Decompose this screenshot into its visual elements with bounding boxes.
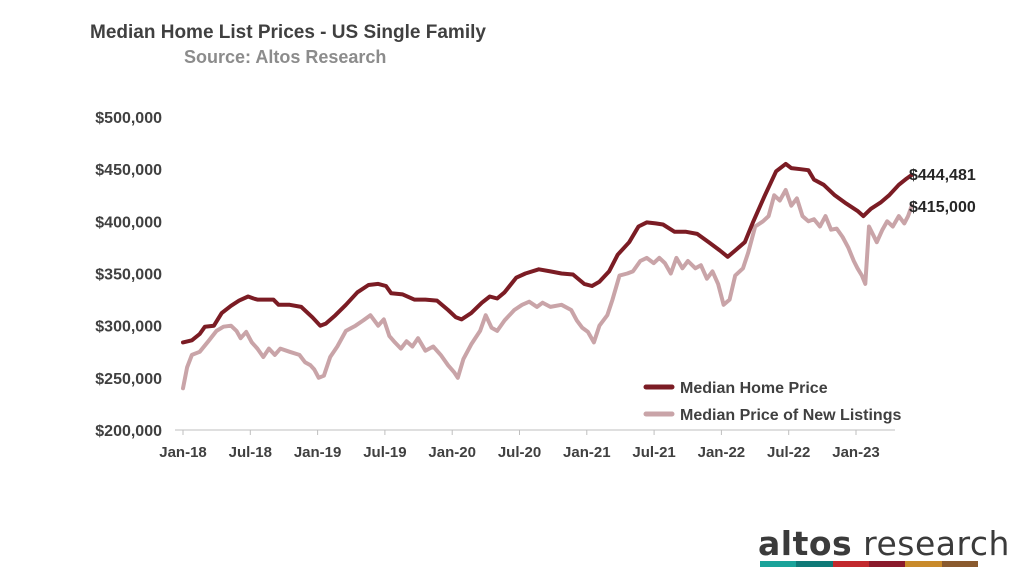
logo-bar-segment [868,561,906,567]
y-tick-label: $450,000 [95,162,162,179]
x-tick-label: Jan-20 [428,444,476,461]
logo-color-bar [760,561,978,567]
y-tick-label: $250,000 [95,371,162,388]
x-tick-label: Jul-21 [632,444,675,461]
x-tick-label: Jul-18 [229,444,272,461]
x-tick-label: Jan-19 [294,444,342,461]
y-tick-label: $200,000 [95,423,162,440]
logo-word-altos: altos [758,524,853,563]
x-tick-label: Jul-20 [498,444,541,461]
end-label-new-listings: $415,000 [909,199,976,216]
logo-bar-segment [796,561,833,567]
logo-bar-segment [832,561,869,567]
logo-bar-segment [941,561,978,567]
chart-title: Median Home List Prices - US Single Fami… [90,22,486,43]
logo-bar-segment [905,561,942,567]
x-tick-label: Jan-21 [563,444,611,461]
legend-label: Median Price of New Listings [680,407,901,424]
y-tick-label: $500,000 [95,110,162,127]
x-tick-label: Jan-22 [698,444,746,461]
logo-bar-segment [760,561,797,567]
altos-research-logo: altos research [758,524,1010,563]
x-tick-label: Jul-22 [767,444,810,461]
x-tick-label: Jul-19 [363,444,406,461]
chart-subtitle: Source: Altos Research [184,47,387,67]
series-line-new-listings [181,188,914,391]
y-tick-label: $350,000 [95,267,162,284]
legend-label: Median Home Price [680,380,828,397]
x-tick-label: Jan-23 [832,444,880,461]
y-tick-label: $300,000 [95,319,162,336]
end-label-median-home-price: $444,481 [909,167,976,184]
y-tick-label: $400,000 [95,214,162,231]
logo-word-research: research [852,524,1010,563]
series-line-median-home-price [181,161,914,345]
x-tick-label: Jan-18 [159,444,207,461]
